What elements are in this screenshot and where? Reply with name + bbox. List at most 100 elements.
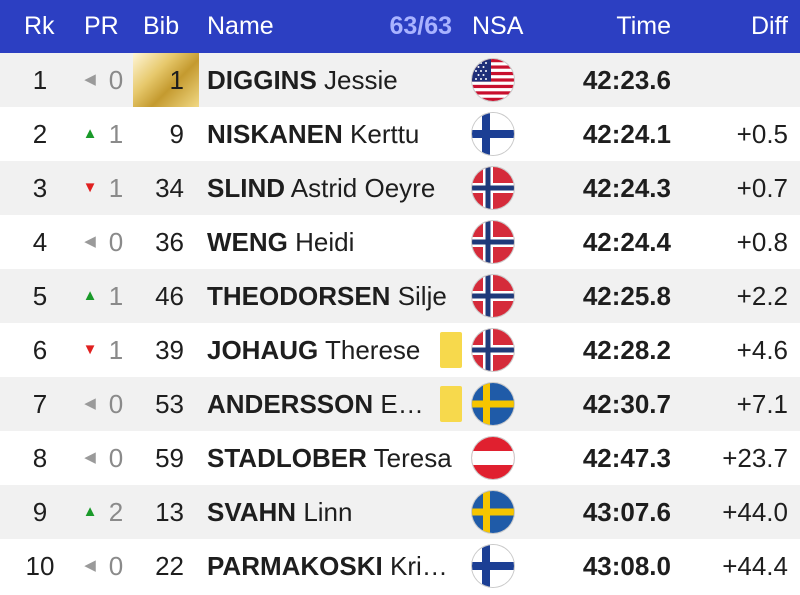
austria-flag-icon (472, 437, 514, 479)
time-cell: 42:24.4 (582, 227, 671, 257)
diff-cell (690, 53, 788, 107)
athlete-name[interactable]: WENG Heidi (207, 215, 457, 269)
table-row[interactable]: 4 ◀ 0 36 WENG Heidi 42:24.4 +0.8 (0, 215, 800, 269)
previous-rank-change: 0 (108, 551, 124, 581)
athlete-count: 63/63 (389, 12, 452, 40)
athlete-last-name: NISKANEN (207, 119, 343, 149)
athlete-name[interactable]: PARMAKOSKI Kri… (207, 539, 457, 593)
athlete-name[interactable]: DIGGINS Jessie (207, 53, 457, 107)
time-cell: 43:08.0 (582, 551, 671, 581)
diff-cell: +2.2 (736, 281, 788, 311)
bib-cell: 34 (155, 173, 184, 203)
athlete-last-name: THEODORSEN (207, 281, 391, 311)
up-arrow-icon: ▲ (82, 125, 98, 142)
diff-cell: +7.1 (736, 389, 788, 419)
table-row[interactable]: 5 ▲ 1 46 THEODORSEN Silje 42:25.8 +2.2 (0, 269, 800, 323)
athlete-first-name: Kerttu (342, 119, 420, 149)
left-arrow-icon: ◀ (84, 395, 96, 412)
norway-flag-icon (472, 167, 514, 209)
up-arrow-icon: ▲ (82, 503, 98, 520)
diff-cell: +44.0 (722, 497, 788, 527)
usa-flag-icon (472, 59, 514, 101)
previous-rank-change: 0 (108, 65, 124, 95)
rank-cell: 9 (32, 497, 48, 527)
previous-rank-change: 0 (108, 227, 124, 257)
athlete-last-name: DIGGINS (207, 65, 317, 95)
bib-cell: 39 (155, 335, 184, 365)
header-bib[interactable]: Bib (143, 12, 180, 40)
table-row[interactable]: 7 ◀ 0 53 ANDERSSON E… 42:30.7 +7.1 (0, 377, 800, 431)
time-cell: 42:47.3 (582, 443, 671, 473)
header-rank[interactable]: Rk (24, 12, 55, 40)
athlete-name[interactable]: THEODORSEN Silje (207, 269, 457, 323)
athlete-name[interactable]: SVAHN Linn (207, 485, 457, 539)
time-cell: 42:30.7 (582, 389, 671, 419)
bib-cell: 1 (169, 65, 184, 95)
previous-rank-change: 1 (108, 281, 124, 311)
bib-cell: 36 (155, 227, 184, 257)
rank-cell: 8 (32, 443, 48, 473)
time-cell: 42:28.2 (582, 335, 671, 365)
diff-cell: +0.7 (736, 173, 788, 203)
previous-rank-change: 1 (108, 173, 124, 203)
rank-cell: 7 (32, 389, 48, 419)
bib-cell: 53 (155, 389, 184, 419)
down-arrow-icon: ▼ (82, 341, 98, 358)
athlete-first-name: E… (373, 389, 424, 419)
previous-rank-change: 2 (108, 497, 124, 527)
previous-rank-change: 0 (108, 389, 124, 419)
athlete-name[interactable]: NISKANEN Kerttu (207, 107, 457, 161)
bib-cell: 13 (155, 497, 184, 527)
rank-cell: 5 (32, 281, 48, 311)
diff-cell: +23.7 (722, 443, 788, 473)
previous-rank-change: 1 (108, 335, 124, 365)
athlete-name[interactable]: ANDERSSON E… (207, 377, 457, 431)
time-cell: 42:25.8 (582, 281, 671, 311)
header-time[interactable]: Time (616, 12, 671, 40)
athlete-name[interactable]: SLIND Astrid Oeyre (207, 161, 457, 215)
athlete-last-name: STADLOBER (207, 443, 367, 473)
yellow-bib-icon (440, 332, 462, 368)
athlete-first-name: Astrid Oeyre (285, 173, 436, 203)
athlete-last-name: PARMAKOSKI (207, 551, 383, 581)
athlete-last-name: JOHAUG (207, 335, 319, 365)
rank-cell: 6 (32, 335, 48, 365)
athlete-name[interactable]: JOHAUG Therese (207, 323, 457, 377)
norway-flag-icon (472, 329, 514, 371)
left-arrow-icon: ◀ (84, 71, 96, 88)
yellow-bib-icon (440, 386, 462, 422)
bib-cell: 9 (169, 119, 184, 149)
norway-flag-icon (472, 221, 514, 263)
table-row[interactable]: 2 ▲ 1 9 NISKANEN Kerttu 42:24.1 +0.5 (0, 107, 800, 161)
header-nsa[interactable]: NSA (472, 12, 524, 40)
previous-rank-change: 1 (108, 119, 124, 149)
table-row[interactable]: 9 ▲ 2 13 SVAHN Linn 43:07.6 +44.0 (0, 485, 800, 539)
sweden-flag-icon (472, 491, 514, 533)
rank-cell: 1 (32, 65, 48, 95)
table-row[interactable]: 6 ▼ 1 39 JOHAUG Therese 42:28.2 +4.6 (0, 323, 800, 377)
finland-flag-icon (472, 113, 514, 155)
table-row[interactable]: 1 ◀ 0 1 DIGGINS Jessie 42:23.6 (0, 53, 800, 107)
left-arrow-icon: ◀ (84, 233, 96, 250)
rank-cell: 2 (32, 119, 48, 149)
header-diff[interactable]: Diff (750, 12, 788, 40)
table-header: Rk PR Bib Name 63/63 NSA Time Diff (0, 0, 800, 53)
finland-flag-icon (472, 545, 514, 587)
header-previous-rank[interactable]: PR (84, 12, 119, 40)
up-arrow-icon: ▲ (82, 287, 98, 304)
header-name[interactable]: Name (207, 12, 274, 40)
athlete-name[interactable]: STADLOBER Teresa (207, 431, 457, 485)
table-row[interactable]: 10 ◀ 0 22 PARMAKOSKI Kri… 43:08.0 +44.4 (0, 539, 800, 593)
athlete-first-name: Silje (390, 281, 447, 311)
athlete-first-name: Teresa (366, 443, 452, 473)
table-row[interactable]: 8 ◀ 0 59 STADLOBER Teresa 42:47.3 +23.7 (0, 431, 800, 485)
time-cell: 43:07.6 (582, 497, 671, 527)
rank-cell: 10 (25, 551, 55, 581)
table-row[interactable]: 3 ▼ 1 34 SLIND Astrid Oeyre 42:24.3 +0.7 (0, 161, 800, 215)
bib-cell: 46 (155, 281, 184, 311)
norway-flag-icon (472, 275, 514, 317)
athlete-first-name: Heidi (287, 227, 355, 257)
diff-cell: +0.8 (736, 227, 788, 257)
sweden-flag-icon (472, 383, 514, 425)
